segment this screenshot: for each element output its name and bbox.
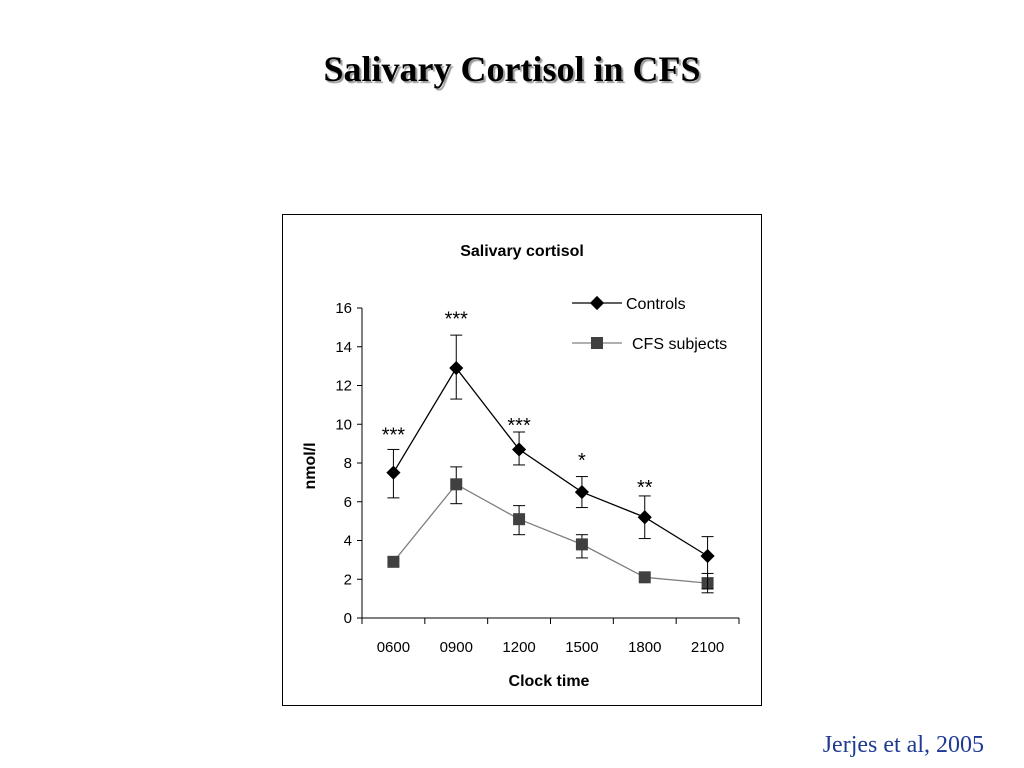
- chart-title: Salivary cortisol: [460, 243, 584, 260]
- x-tick-label: 1500: [565, 639, 598, 656]
- y-tick-label: 10: [335, 416, 352, 433]
- y-axis: 0 2 4 6 8 10 12 14 16: [335, 300, 363, 627]
- x-tick-label: 2100: [691, 639, 724, 656]
- x-tick-label: 1200: [502, 639, 535, 656]
- series-controls: [386, 334, 715, 590]
- significance-annotation: ***: [445, 308, 469, 330]
- y-tick-label: 8: [344, 455, 352, 472]
- x-tick-label: 1800: [628, 639, 661, 656]
- data-point-square: [450, 478, 463, 491]
- data-point-square: [513, 513, 526, 526]
- significance-annotation: *: [578, 450, 586, 472]
- data-point-diamond: [574, 484, 589, 500]
- x-tick-label: 0600: [377, 639, 410, 656]
- legend: Controls CFS subjects: [572, 295, 727, 353]
- slide-title: Salivary Cortisol in CFS: [323, 49, 701, 89]
- citation: Jerjes et al, 2005: [822, 732, 984, 758]
- series-layer: [386, 334, 715, 594]
- significance-annotation: ***: [382, 425, 406, 447]
- data-point-square: [387, 555, 400, 568]
- data-point-square: [575, 538, 588, 551]
- x-tick-label: 0900: [440, 639, 473, 656]
- x-axis-label: Clock time: [509, 673, 590, 690]
- x-axis: 0600 0900 1200 1500 1800 2100: [361, 617, 740, 656]
- data-point-square: [638, 571, 651, 584]
- legend-label-controls: Controls: [626, 296, 686, 313]
- y-tick-label: 4: [344, 533, 352, 550]
- data-point-diamond: [386, 465, 401, 480]
- y-tick-label: 16: [335, 300, 352, 317]
- series-line: [392, 483, 708, 584]
- legend-item-controls: Controls: [572, 295, 686, 313]
- legend-label-cfs: CFS subjects: [632, 336, 727, 353]
- annotation-layer: ************: [382, 308, 653, 499]
- data-point-diamond: [449, 360, 464, 376]
- legend-marker-square: [591, 337, 603, 349]
- y-tick-label: 12: [335, 378, 352, 395]
- series-cfs-subjects: [387, 466, 714, 594]
- y-tick-label: 14: [335, 339, 352, 356]
- series-line: [392, 366, 708, 557]
- data-point-diamond: [637, 510, 652, 525]
- y-axis-label: nmol/l: [302, 442, 319, 489]
- legend-marker-diamond: [589, 295, 605, 311]
- y-tick-label: 2: [344, 571, 352, 588]
- significance-annotation: ***: [507, 415, 531, 437]
- data-point-diamond: [700, 548, 715, 564]
- significance-annotation: **: [637, 477, 653, 499]
- salivary-cortisol-chart: Salivary cortisol 0 2 4 6 8 10 12 14 16 0600 0900…: [302, 243, 740, 690]
- y-tick-label: 0: [344, 610, 352, 627]
- y-tick-label: 6: [344, 494, 352, 511]
- legend-item-cfs: CFS subjects: [572, 336, 727, 353]
- data-point-diamond: [512, 442, 527, 457]
